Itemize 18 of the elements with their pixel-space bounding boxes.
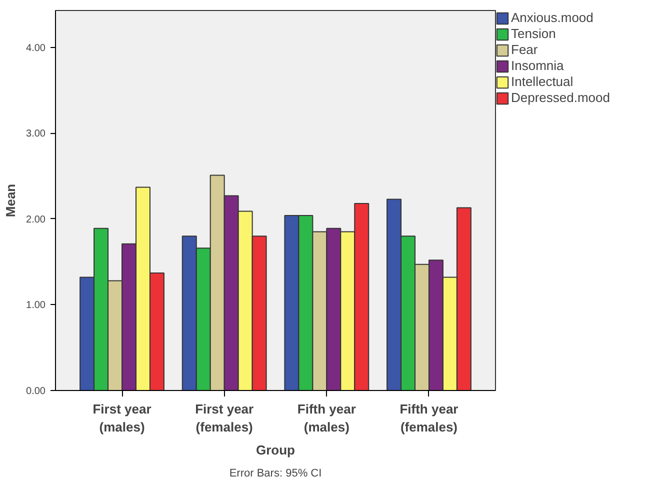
legend-label: Intellectual bbox=[511, 74, 574, 89]
legend-label: Fear bbox=[511, 42, 538, 57]
y-tick-label: 3.00 bbox=[26, 128, 46, 140]
y-axis-title: Mean bbox=[3, 184, 18, 218]
y-tick-label: 4.00 bbox=[26, 42, 46, 54]
x-tick-label: First year (males) bbox=[92, 402, 152, 434]
x-tick-label: Fifth year (males) bbox=[297, 402, 356, 434]
x-axis-title: Group bbox=[256, 442, 296, 458]
legend-label: Anxious.mood bbox=[511, 10, 594, 25]
y-tick-label: 1.00 bbox=[26, 300, 46, 312]
y-tick-label: 2.00 bbox=[26, 214, 46, 226]
legend-label: Depressed.mood bbox=[511, 90, 610, 105]
legend-label: Insomnia bbox=[511, 58, 564, 73]
x-tick-label: First year (females) bbox=[195, 402, 254, 434]
x-tick-label: Fifth year (females) bbox=[400, 402, 458, 434]
text: Error Bars: 95% CI bbox=[229, 468, 322, 480]
y-tick-label: 0.00 bbox=[26, 386, 46, 397]
legend-label: Tension bbox=[511, 26, 556, 41]
